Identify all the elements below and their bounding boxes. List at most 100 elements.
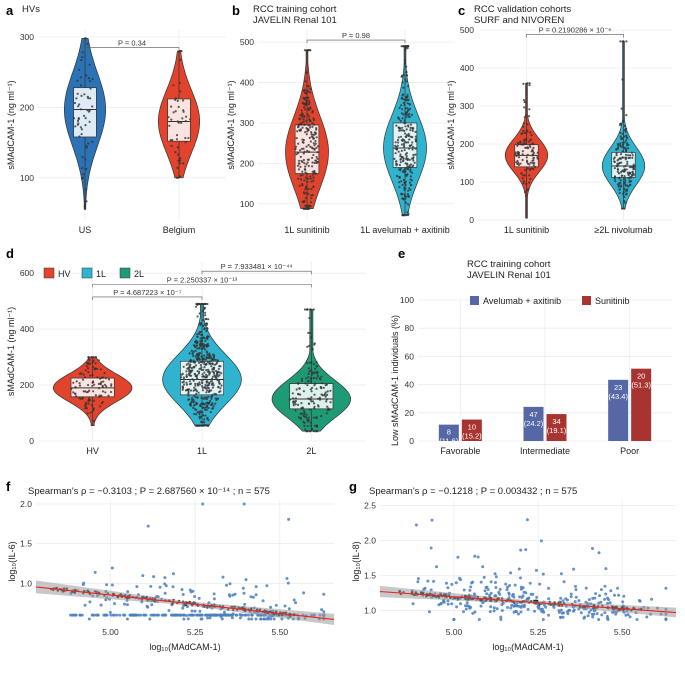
data-point-c-1-150	[615, 148, 618, 151]
data-point-d-1-274	[203, 307, 206, 310]
data-point-c-0-85	[525, 137, 528, 140]
data-point-d-0-58	[96, 376, 99, 379]
data-point-b-1-110	[397, 136, 400, 139]
data-point-d-1-399	[197, 356, 200, 359]
data-point-c-0-95	[526, 147, 530, 150]
data-point-b-1-62	[405, 74, 409, 77]
bar-percent-label-e-0-0: (11.6)	[439, 437, 459, 446]
data-point-b-1-177	[402, 86, 405, 89]
plot-area-c	[478, 30, 672, 220]
legend-swatch-d-2	[119, 267, 131, 279]
scatter-point-f-111	[149, 584, 153, 588]
scatter-point-f-312	[261, 599, 265, 603]
scatter-point-g-55	[519, 585, 523, 589]
data-point-b-1-71	[408, 158, 411, 161]
data-point-d-1-250	[198, 330, 201, 334]
data-point-b-1-247	[395, 124, 398, 127]
scatter-point-g-239	[539, 539, 543, 543]
data-point-b-0-115	[303, 162, 306, 165]
data-point-b-0-221	[299, 122, 302, 125]
data-point-b-0-200	[305, 92, 308, 95]
data-point-d-1-275	[193, 404, 196, 407]
data-point-d-1-189	[185, 363, 188, 366]
data-point-d-2-34	[302, 420, 305, 423]
data-point-c-1-41	[623, 135, 626, 138]
scatter-point-g-200	[450, 582, 454, 586]
scatter-point-f-276	[320, 608, 324, 612]
data-point-b-1-109	[404, 162, 407, 165]
data-point-d-0-86	[91, 361, 94, 364]
data-point-b-0-222	[312, 153, 315, 157]
scatter-point-f-97	[163, 591, 167, 595]
data-point-d-1-440	[196, 424, 199, 427]
data-point-a-0-55	[86, 42, 89, 46]
data-point-b-1-112	[407, 141, 410, 144]
data-point-d-2-167	[309, 331, 312, 335]
data-point-b-0-191	[301, 113, 304, 116]
data-point-d-2-108	[297, 403, 300, 406]
data-point-b-1-4	[414, 130, 417, 133]
data-point-b-1-178	[405, 111, 408, 114]
scatter-point-f-24	[212, 597, 216, 601]
data-point-d-2-64	[313, 393, 316, 396]
data-point-d-2-39	[326, 393, 329, 396]
scatter-point-g-164	[519, 610, 523, 614]
scatter-point-g-216	[587, 610, 591, 614]
scatter-point-f-153	[230, 616, 234, 620]
data-point-c-0-81	[519, 162, 522, 165]
scatter-point-g-162	[522, 590, 526, 594]
panel-subtitle-c: SURF and NIVOREN	[474, 15, 564, 26]
data-point-b-0-183	[314, 159, 317, 162]
data-point-d-1-183	[215, 369, 218, 373]
scatter-point-f-292	[269, 617, 273, 621]
data-point-d-2-154	[320, 375, 323, 378]
data-point-b-1-98	[406, 99, 409, 102]
data-point-d-1-281	[219, 390, 222, 393]
scatter-point-g-283	[603, 597, 607, 601]
x-tick-label-a-1: Belgium	[163, 225, 196, 235]
panel-label-c: c	[458, 3, 465, 18]
data-point-d-0-4	[109, 390, 113, 394]
y-tick-label-a-2: 300	[20, 32, 34, 42]
data-point-b-1-121	[396, 138, 400, 142]
data-point-d-2-59	[308, 370, 311, 373]
scatter-point-f-191	[135, 585, 139, 589]
y-tick-label-e-4: 80	[405, 323, 415, 333]
data-point-b-0-218	[304, 171, 307, 174]
data-point-d-1-359	[201, 385, 204, 388]
data-point-b-1-92	[409, 135, 413, 138]
data-point-d-1-303	[212, 371, 215, 374]
data-point-b-1-43	[404, 121, 407, 125]
scatter-point-f-110	[238, 616, 242, 620]
data-point-d-2-97	[291, 397, 295, 400]
x-tick-label-d-1: 1L	[197, 446, 207, 456]
scatter-point-f-326	[171, 613, 175, 617]
scatter-point-g-176	[574, 584, 577, 588]
data-point-b-1-141	[406, 193, 409, 196]
scatter-point-g-264	[519, 576, 522, 580]
data-point-d-2-124	[313, 402, 316, 405]
scatter-point-g-172	[510, 603, 514, 607]
data-point-d-0-40	[102, 380, 105, 383]
data-point-d-0-46	[99, 382, 102, 385]
scatter-point-g-259	[533, 609, 536, 613]
data-point-b-1-230	[400, 149, 403, 152]
data-point-d-2-120	[308, 408, 311, 411]
data-point-d-0-43	[75, 380, 78, 383]
scatter-point-g-163	[479, 580, 483, 584]
data-point-b-1-173	[406, 95, 409, 98]
data-point-b-0-32	[301, 126, 304, 129]
data-point-d-2-103	[321, 394, 324, 397]
y-tick-label-f-1: 1.5	[20, 539, 32, 549]
data-point-c-0-102	[526, 153, 529, 156]
scatter-point-f-220	[125, 603, 129, 607]
data-point-b-0-234	[312, 176, 315, 179]
data-point-d-0-13	[97, 387, 101, 390]
data-point-b-1-179	[402, 74, 405, 77]
data-point-b-0-106	[309, 145, 312, 148]
data-point-c-1-24	[621, 141, 624, 144]
data-point-a-1-11	[176, 146, 179, 149]
data-point-d-1-477	[208, 352, 211, 355]
data-point-b-1-253	[401, 160, 405, 163]
data-point-d-1-174	[204, 311, 207, 314]
